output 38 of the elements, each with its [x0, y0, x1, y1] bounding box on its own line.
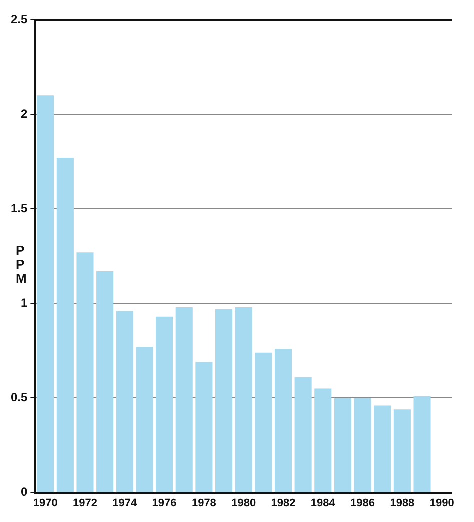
- y-axis-title: PPM: [16, 243, 27, 286]
- bar: [274, 349, 292, 492]
- bar: [314, 388, 332, 492]
- bar: [56, 158, 74, 492]
- bar: [354, 398, 372, 492]
- bar: [414, 396, 431, 492]
- y-tick-label: 0: [20, 485, 28, 500]
- x-tick-label: 1990: [430, 497, 454, 510]
- bar: [156, 316, 174, 492]
- bar: [235, 307, 252, 492]
- bar: [294, 377, 312, 492]
- x-tick-label: 1976: [152, 497, 177, 510]
- x-tick-label: 1988: [390, 497, 415, 510]
- bar: [176, 307, 193, 492]
- bar: [374, 406, 392, 492]
- bar: [116, 311, 134, 492]
- bar: [334, 398, 352, 492]
- y-tick-label: 1.5: [10, 201, 28, 216]
- x-tick-label: 1980: [232, 497, 256, 510]
- y-tick-label: 2.5: [10, 12, 28, 26]
- bar: [136, 347, 154, 492]
- y-tick-label: 2: [20, 106, 28, 121]
- bar: [215, 309, 233, 492]
- x-tick-label: 1982: [271, 497, 296, 510]
- x-tick-label: 1984: [310, 497, 336, 510]
- bar: [96, 272, 114, 492]
- bar: [196, 362, 213, 492]
- bar: [76, 252, 94, 492]
- y-tick-label: 1: [20, 296, 28, 310]
- x-tick-label: 1974: [112, 497, 138, 510]
- x-tick-label: 1986: [350, 497, 376, 510]
- bar: [255, 352, 272, 492]
- x-tick-label: 1978: [192, 497, 216, 510]
- x-tick-label: 1970: [33, 497, 58, 510]
- bar: [394, 410, 411, 492]
- bar: [37, 96, 54, 492]
- x-tick-label: 1972: [73, 497, 98, 510]
- y-tick-label: 0.5: [10, 390, 28, 405]
